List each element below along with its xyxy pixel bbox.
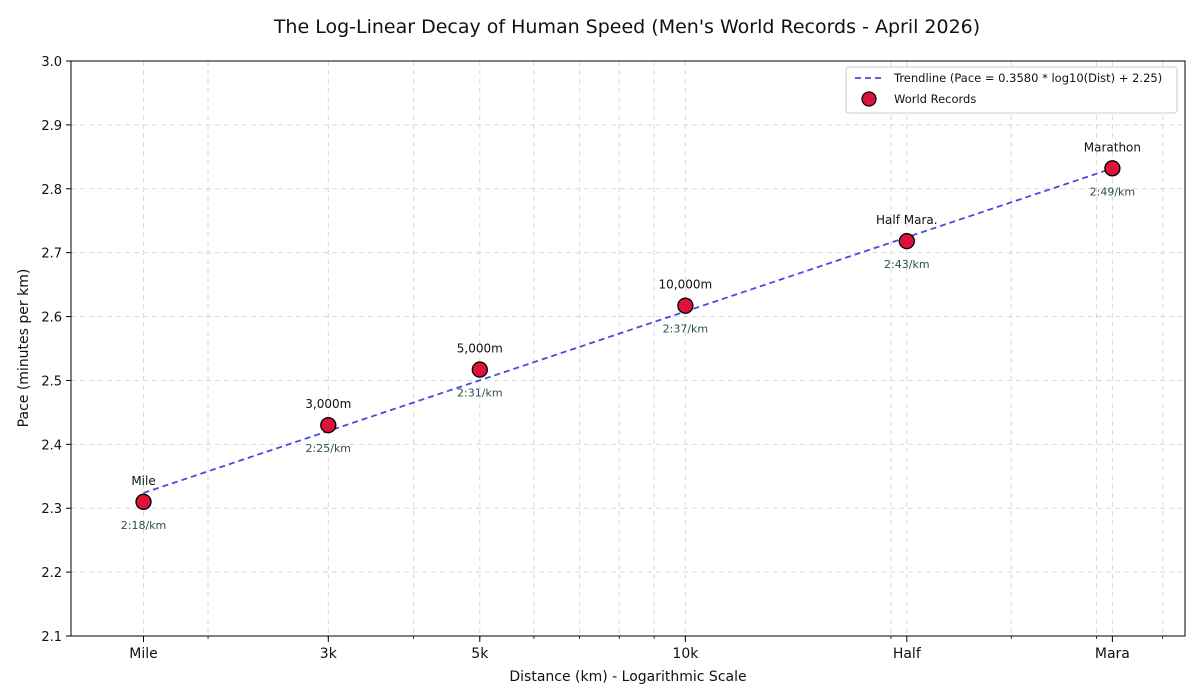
legend-trendline-label: Trendline (Pace = 0.3580 * log10(Dist) +…	[893, 71, 1162, 85]
point-pace-label: 2:25/km	[306, 442, 352, 455]
legend-records-swatch	[861, 91, 877, 107]
x-tick-label: 3k	[320, 646, 338, 662]
point-pace-label: 2:49/km	[1090, 185, 1136, 198]
chart-title: The Log-Linear Decay of Human Speed (Men…	[273, 16, 980, 38]
x-tick-label: 5k	[471, 646, 489, 662]
data-point	[898, 233, 915, 250]
y-tick-label: 2.1	[41, 630, 62, 645]
plot-frame	[70, 60, 1186, 637]
point-pace-label: 2:31/km	[457, 387, 503, 400]
trendline	[143, 167, 1113, 494]
point-pace-label: 2:37/km	[663, 323, 709, 336]
data-point	[135, 493, 152, 510]
data-point	[471, 361, 488, 378]
y-axis: 2.1 2.2 2.3 2.4 2.5 2.6 2.7 2.8 2.9 3.0	[41, 55, 71, 645]
y-tick-label: 2.2	[41, 566, 62, 581]
data-point	[320, 417, 337, 434]
legend-box	[845, 66, 1178, 114]
point-label: Mile	[131, 474, 155, 488]
data-point	[677, 297, 694, 314]
x-axis-label: Distance (km) - Logarithmic Scale	[509, 669, 746, 685]
data-point	[1104, 160, 1121, 177]
trendline-layer	[143, 167, 1113, 494]
points-layer: Mile 2:18/km 3,000m 2:25/km 5,000m 2:31/km 10,…	[121, 140, 1141, 532]
y-tick-label: 2.7	[41, 247, 62, 262]
point-label: 10,000m	[659, 278, 713, 292]
point-label: Half Mara.	[876, 213, 938, 227]
x-tick-label: Mara	[1095, 646, 1130, 662]
legend: Trendline (Pace = 0.3580 * log10(Dist) +…	[845, 66, 1178, 114]
y-tick-label: 2.5	[41, 374, 62, 389]
point-label: 3,000m	[305, 397, 351, 411]
y-tick-label: 2.4	[41, 438, 62, 453]
x-tick-label: Mile	[129, 646, 157, 662]
point-pace-label: 2:18/km	[121, 519, 167, 532]
point-label: 5,000m	[457, 342, 503, 356]
y-tick-label: 2.3	[41, 502, 62, 517]
x-tick-label: Half	[893, 646, 922, 662]
y-axis-label: Pace (minutes per km)	[16, 269, 32, 428]
y-tick-label: 3.0	[41, 55, 62, 70]
y-tick-label: 2.6	[41, 311, 62, 326]
x-axis: Mile 3k 5k 10k Half Mara	[129, 636, 1164, 662]
point-pace-label: 2:43/km	[884, 258, 930, 271]
y-tick-label: 2.8	[41, 183, 62, 198]
grid	[71, 60, 1185, 637]
point-label: Marathon	[1084, 140, 1141, 154]
x-tick-label: 10k	[672, 646, 699, 662]
y-tick-label: 2.9	[41, 119, 62, 134]
legend-records-label: World Records	[894, 92, 976, 106]
